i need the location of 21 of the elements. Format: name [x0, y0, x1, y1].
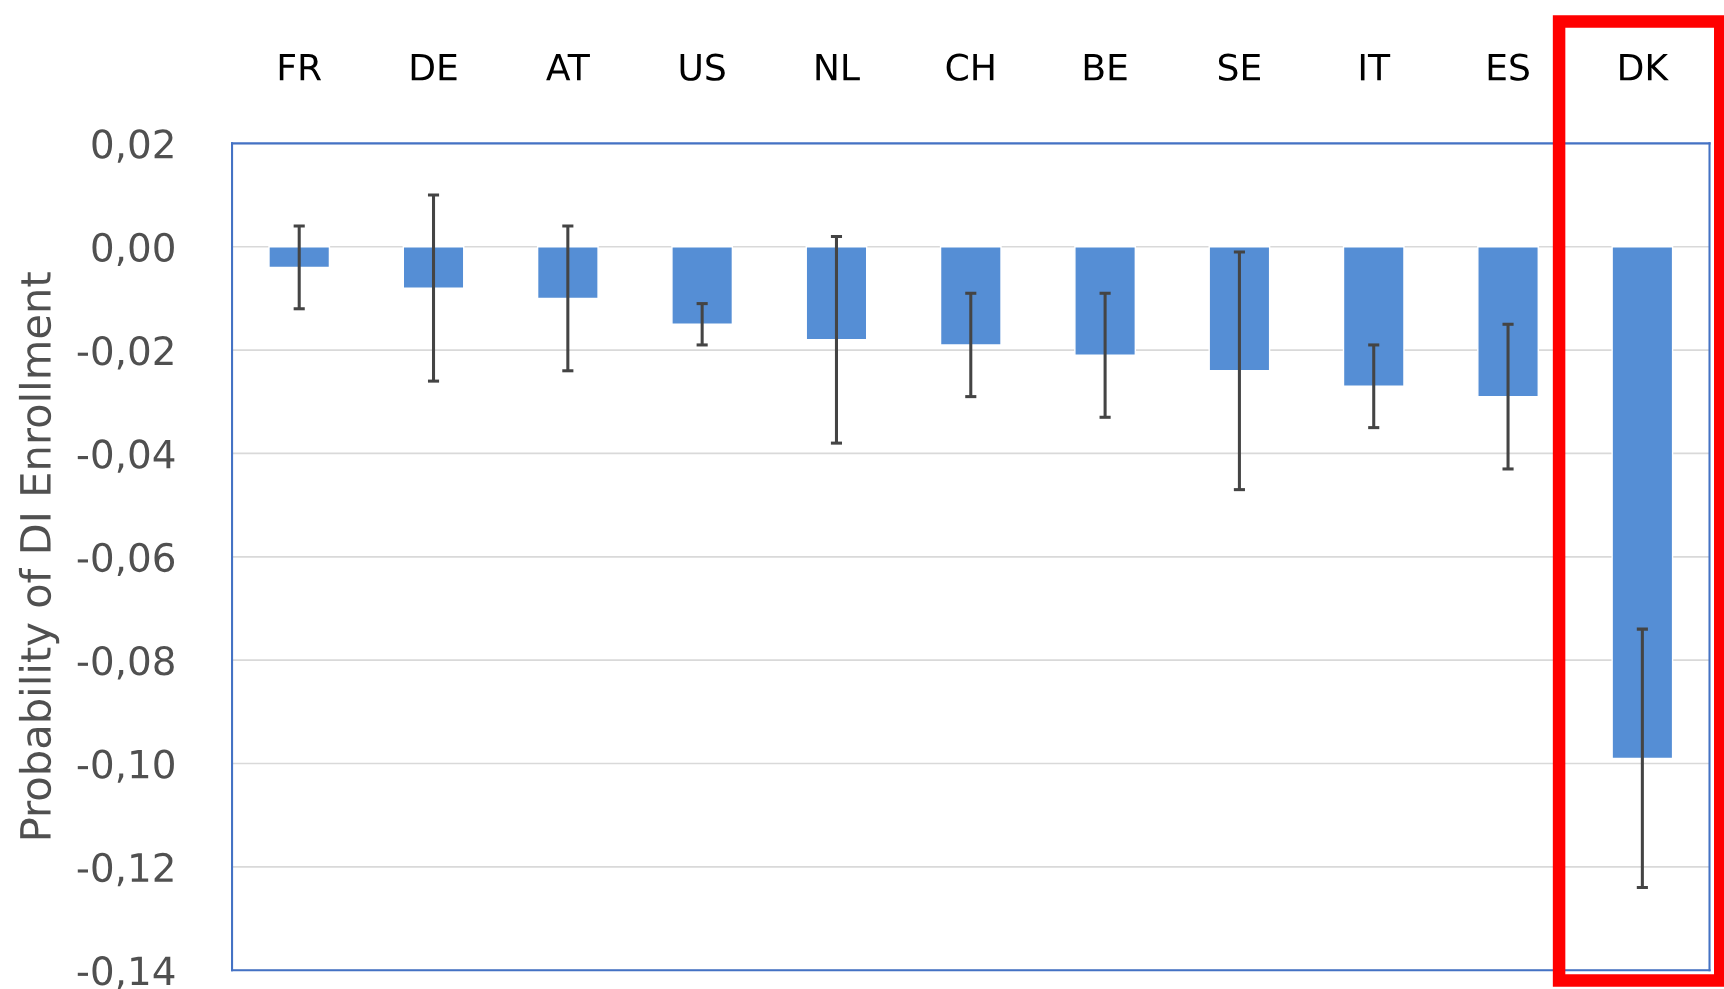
- x-tick-label: DK: [1620, 54, 1669, 81]
- y-tick-label: -0,04: [77, 439, 175, 473]
- x-tick-label: ES: [1488, 53, 1529, 81]
- x-tick-label: SE: [1218, 53, 1260, 81]
- y-tick-label: -0,08: [77, 646, 174, 680]
- x-tick-label: CH: [946, 53, 994, 81]
- x-tick-label: NL: [816, 54, 860, 81]
- x-tick-label: US: [680, 53, 725, 81]
- x-tick-label: IT: [1360, 54, 1391, 81]
- y-tick-label: -0,10: [77, 749, 174, 783]
- y-axis-title: Probability of DI Enrollment: [18, 272, 60, 839]
- x-tick-label: AT: [546, 54, 590, 81]
- y-tick-label: -0,02: [77, 336, 173, 370]
- y-tick-label: -0,14: [77, 956, 175, 989]
- y-tick-label: -0,12: [77, 852, 173, 887]
- y-tick-label: 0,02: [92, 129, 173, 163]
- x-tick-label: FR: [279, 54, 322, 81]
- x-tick-label: DE: [411, 54, 457, 81]
- y-tick-label: 0,00: [92, 232, 174, 267]
- y-tick-label: -0,06: [77, 542, 175, 577]
- x-tick-label: BE: [1084, 54, 1127, 81]
